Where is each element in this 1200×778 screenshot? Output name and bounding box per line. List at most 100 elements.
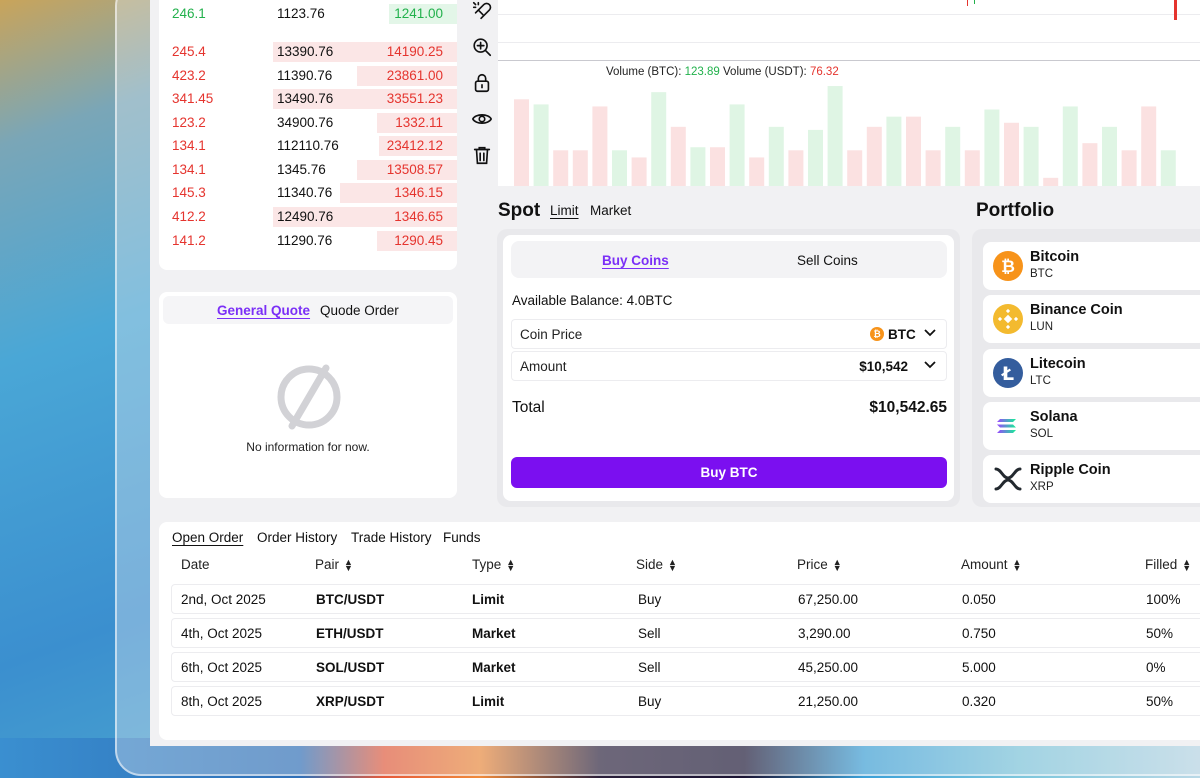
cell-pair: BTC/USDT bbox=[316, 592, 385, 607]
volume-bar bbox=[572, 150, 588, 186]
table-row[interactable]: 8th, Oct 2025 XRP/USDT Limit Buy 21,250.… bbox=[171, 686, 1200, 716]
solana-icon bbox=[993, 411, 1023, 441]
tab-sell-coins[interactable]: Sell Coins bbox=[797, 253, 858, 268]
coin-price-field[interactable]: Coin Price ₿ BTC bbox=[511, 319, 947, 349]
available-balance: Available Balance: 4.0BTC bbox=[512, 293, 673, 308]
eye-icon[interactable] bbox=[471, 108, 493, 130]
tab-order-history[interactable]: Order History bbox=[257, 530, 338, 545]
portfolio-title: Portfolio bbox=[976, 200, 1055, 221]
table-row[interactable]: 2nd, Oct 2025 BTC/USDT Limit Buy 67,250.… bbox=[171, 584, 1200, 614]
orders-panel: Open Order Order History Trade History F… bbox=[159, 522, 1200, 740]
portfolio-item-litecoin[interactable]: Ł Litecoin LTC bbox=[983, 349, 1200, 397]
ob-total: 14190.25 bbox=[386, 44, 443, 59]
table-row[interactable]: 6th, Oct 2025 SOL/USDT Market Sell 45,25… bbox=[171, 652, 1200, 682]
column-header-amount[interactable]: Amount ▲ ▼ bbox=[961, 557, 1022, 574]
buy-sell-tabs: Buy Coins Sell Coins bbox=[511, 241, 947, 278]
cell-filled: 0% bbox=[1146, 660, 1166, 675]
volume-bar bbox=[886, 116, 902, 186]
tab-funds[interactable]: Funds bbox=[443, 530, 481, 545]
table-row[interactable]: 4th, Oct 2025 ETH/USDT Market Sell 3,290… bbox=[171, 618, 1200, 648]
tab-market[interactable]: Market bbox=[590, 203, 632, 218]
order-book-row[interactable]: 246.1 1123.76 1241.00 bbox=[159, 4, 457, 24]
tab-limit[interactable]: Limit bbox=[550, 203, 579, 218]
volume-bar bbox=[964, 150, 980, 186]
tab-open-order[interactable]: Open Order bbox=[172, 530, 244, 545]
lock-icon[interactable] bbox=[471, 72, 493, 94]
candle bbox=[1174, 0, 1177, 20]
amount-field[interactable]: Amount $10,542 bbox=[511, 351, 947, 381]
portfolio-item-solana[interactable]: Solana SOL bbox=[983, 402, 1200, 450]
cell-side: Buy bbox=[638, 592, 662, 607]
tab-buy-coins[interactable]: Buy Coins bbox=[602, 253, 669, 268]
order-book-row[interactable]: 145.3 11340.76 1346.15 bbox=[159, 183, 457, 203]
volume-bar bbox=[1062, 106, 1078, 186]
coin-symbol: LTC bbox=[1030, 375, 1051, 387]
coin-symbol: XRP bbox=[1030, 481, 1054, 493]
cell-filled: 100% bbox=[1146, 592, 1181, 607]
volume-bar bbox=[1121, 150, 1137, 186]
order-book-row[interactable]: 134.1 112110.76 23412.12 bbox=[159, 136, 457, 156]
volume-btc-label: Volume (BTC): bbox=[606, 66, 682, 78]
chart-area[interactable]: Volume (BTC): 123.89 Volume (USDT): 76.3… bbox=[498, 0, 1200, 186]
trash-icon[interactable] bbox=[471, 144, 493, 166]
tab-trade-history[interactable]: Trade History bbox=[351, 530, 432, 545]
ob-amount: 12490.76 bbox=[277, 209, 334, 224]
tab-general-quote[interactable]: General Quote bbox=[217, 303, 311, 318]
column-header-filled[interactable]: Filled ▲ ▼ bbox=[1145, 557, 1192, 574]
quote-panel: General Quote Quode Order No information… bbox=[159, 292, 457, 498]
column-header-date[interactable]: Date bbox=[181, 557, 210, 572]
candle-wick bbox=[967, 0, 968, 6]
portfolio-item-binance[interactable]: Binance Coin LUN bbox=[983, 295, 1200, 343]
chevron-down-icon[interactable] bbox=[923, 325, 937, 342]
volume-bar bbox=[651, 92, 667, 186]
column-header-type[interactable]: Type ▲ ▼ bbox=[472, 557, 516, 574]
portfolio-list: ₿ Bitcoin BTC Binance Coin LUN Ł Litecoi… bbox=[972, 229, 1200, 507]
amount-label: Amount bbox=[520, 359, 567, 374]
ob-amount: 1345.76 bbox=[277, 162, 326, 177]
volume-usdt-label: Volume (USDT): bbox=[723, 66, 807, 78]
order-book-row[interactable]: 245.4 13390.76 14190.25 bbox=[159, 42, 457, 62]
cell-date: 2nd, Oct 2025 bbox=[181, 592, 266, 607]
sort-icon[interactable]: ▲ ▼ bbox=[832, 557, 842, 574]
order-book-row[interactable]: 141.2 11290.76 1290.45 bbox=[159, 231, 457, 251]
volume-bar bbox=[906, 116, 921, 186]
sort-icon[interactable]: ▲ ▼ bbox=[506, 557, 516, 574]
column-header-price[interactable]: Price ▲ ▼ bbox=[797, 557, 842, 574]
cell-type: Limit bbox=[472, 694, 505, 709]
depth-bar bbox=[357, 66, 457, 86]
column-header-label: Side bbox=[636, 557, 664, 572]
volume-bar bbox=[866, 126, 882, 186]
sort-icon[interactable]: ▲ ▼ bbox=[344, 557, 353, 574]
ob-price: 141.2 bbox=[172, 233, 206, 248]
zoom-in-icon[interactable] bbox=[471, 36, 493, 58]
ob-total: 1241.00 bbox=[394, 6, 443, 21]
coin-symbol: SOL bbox=[1030, 428, 1054, 440]
column-header-side[interactable]: Side ▲ ▼ bbox=[636, 557, 677, 574]
tab-quode-order[interactable]: Quode Order bbox=[320, 303, 399, 318]
cell-side: Sell bbox=[638, 660, 661, 675]
volume-bar bbox=[1102, 126, 1117, 186]
volume-readout: Volume (BTC): 123.89 Volume (USDT): 76.3… bbox=[606, 66, 839, 78]
chart-toolbar bbox=[466, 0, 498, 175]
portfolio-item-ripple[interactable]: Ripple Coin XRP bbox=[983, 455, 1200, 503]
volume-bar bbox=[1082, 143, 1098, 186]
coin-name: Litecoin bbox=[1030, 356, 1086, 372]
ob-amount: 11390.76 bbox=[277, 68, 333, 83]
grid-line bbox=[498, 14, 1200, 15]
sort-icon[interactable]: ▲ ▼ bbox=[1182, 557, 1192, 574]
volume-bar bbox=[553, 150, 569, 186]
sort-icon[interactable]: ▲ ▼ bbox=[1012, 557, 1022, 574]
order-book-row[interactable]: 341.45 13490.76 33551.23 bbox=[159, 89, 457, 109]
order-book-row[interactable]: 423.2 11390.76 23861.00 bbox=[159, 66, 457, 86]
ob-price: 123.2 bbox=[172, 115, 206, 130]
column-header-pair[interactable]: Pair ▲ ▼ bbox=[315, 557, 353, 574]
sort-icon[interactable]: ▲ ▼ bbox=[668, 557, 677, 574]
chevron-down-icon[interactable] bbox=[923, 357, 937, 374]
cell-amount: 5.000 bbox=[962, 660, 996, 675]
magnet-icon[interactable] bbox=[471, 0, 493, 22]
order-book-row[interactable]: 412.2 12490.76 1346.65 bbox=[159, 207, 457, 227]
order-book-row[interactable]: 123.2 34900.76 1332.11 bbox=[159, 113, 457, 133]
portfolio-item-bitcoin[interactable]: ₿ Bitcoin BTC bbox=[983, 242, 1200, 290]
buy-button[interactable]: Buy BTC bbox=[511, 457, 947, 488]
order-book-row[interactable]: 134.1 1345.76 13508.57 bbox=[159, 160, 457, 180]
